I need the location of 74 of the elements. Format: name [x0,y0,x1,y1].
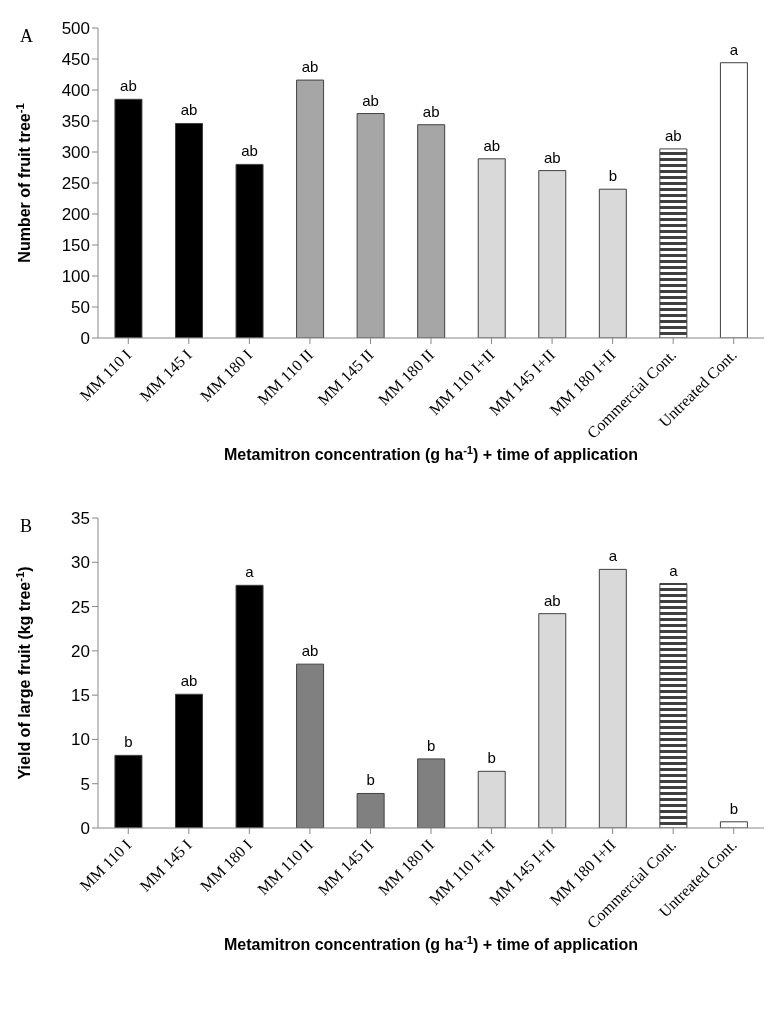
bar [719,62,748,338]
data-label: ab [120,77,137,95]
bar [114,754,143,828]
bar [598,188,627,338]
data-label: a [608,547,618,565]
bar [356,113,385,338]
bar [598,568,627,828]
y-tick-label: 100 [61,267,90,287]
x-tick-label: MM 110 II [254,836,317,898]
data-label: b [608,167,617,185]
x-axis-title: Metamitron concentration (g ha$^{-1}$) + time of application [224,934,638,953]
x-tick-label: MM 110 I [76,836,135,895]
bar [477,770,506,828]
y-tick-label: 250 [61,174,90,194]
data-label: ab [180,101,198,119]
bar [417,124,446,338]
x-axis-title: Metamitron concentration (g ha$^{-1}$) + time of application [224,444,638,463]
x-tick-label: MM 110 I [76,346,135,405]
bar [538,170,567,338]
data-label: ab [543,148,561,166]
y-tick-label: 350 [61,112,90,132]
bar [175,693,203,828]
x-tick-label: MM 180 I [196,346,256,405]
data-label: ab [241,142,258,160]
bar [235,163,264,338]
x-tick-label: MM 110 II [254,346,317,408]
data-label: b [366,771,375,789]
y-tick-label: 150 [61,236,90,256]
data-label: a [729,40,739,58]
data-label: a [245,563,255,581]
x-tick-label: MM 145 I [136,346,195,405]
data-label: b [487,749,496,767]
chart-title: A [20,26,33,46]
data-label: a [669,561,679,579]
y-tick-label: 0 [80,329,90,349]
data-label: ab [665,126,682,144]
data-label: ab [483,136,501,154]
y-tick-label: 400 [61,81,90,101]
y-tick-label: 5 [80,774,90,794]
bar [719,821,748,828]
bar [477,158,506,338]
data-label: ab [362,91,379,109]
bar [659,583,688,828]
data-label: ab [543,591,561,609]
bar [659,148,688,338]
x-tick-label: MM 145 I [136,836,195,895]
bar [296,79,325,338]
data-label: ab [301,58,319,76]
y-tick-label: 50 [71,298,90,318]
y-tick-label: 25 [71,597,90,617]
y-tick-label: 10 [71,730,90,750]
y-tick-label: 30 [71,553,90,573]
y-tick-label: 500 [61,19,90,39]
y-tick-label: 300 [61,143,90,163]
x-tick-label: MM 145 II [314,836,377,899]
data-label: b [124,733,133,751]
chart-title: B [20,516,33,536]
y-tick-label: 20 [71,641,90,661]
data-label: b [427,736,436,754]
data-label: ab [180,672,198,690]
bar [114,98,143,338]
y-tick-label: 0 [80,819,90,839]
bar [538,613,567,828]
data-label: b [729,799,739,817]
x-tick-label: MM 180 I [196,836,256,895]
data-label: ab [422,102,440,120]
data-label: ab [301,642,319,660]
y-tick-label: 200 [61,205,90,225]
bar [175,122,203,338]
y-tick-label: 450 [61,50,90,70]
bar [235,584,264,828]
y-tick-label: 35 [71,509,90,529]
y-tick-label: 15 [71,686,90,706]
x-tick-label: MM 145 II [314,346,377,409]
